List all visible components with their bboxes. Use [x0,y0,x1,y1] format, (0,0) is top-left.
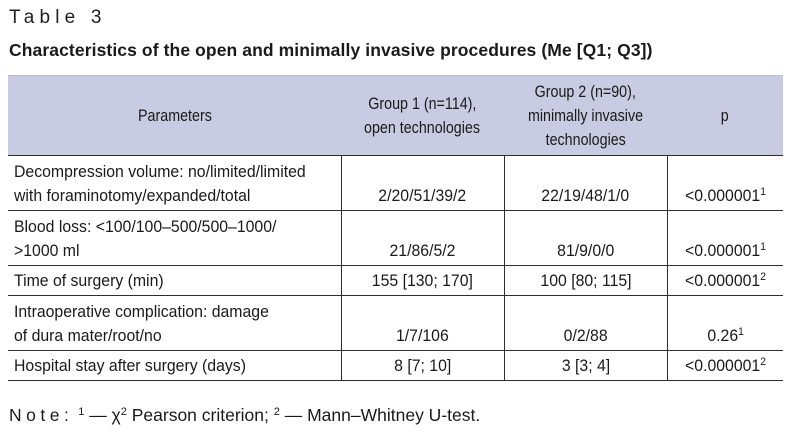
note-footnote-2: 2 [273,406,280,418]
row-parameter-line1: Hospital stay after surgery (days) [14,355,246,375]
note-text-2: Pearson criterion; [126,405,274,425]
row-p-value: <0.0000012 [667,265,783,296]
row-p-value: <0.0000011 [667,155,783,211]
row-group1-value: 8 [7; 10] [341,350,505,381]
row-parameter-line1: Intraoperative complication: damage [14,302,269,321]
procedures-table: Parameters Group 1 (n=114), open technol… [8,75,783,381]
note-chi-exponent: 2 [120,406,127,418]
row-parameter: Hospital stay after surgery (days) [8,350,342,381]
table-row: Time of surgery (min) 155 [130; 170] 100… [8,265,783,296]
row-parameter-line1: Decompression volume: no/limited/limited [14,162,306,181]
row-p-value: <0.0000011 [667,210,783,266]
table-header-row: Parameters Group 1 (n=114), open technol… [8,75,783,156]
header-group1-line1: Group 1 (n=114), [368,93,477,113]
row-parameter-line1: Blood loss: <100/100–500/500–1000/ [14,217,277,236]
table-row: Hospital stay after surgery (days) 8 [7;… [8,350,783,381]
footnote-ref: 1 [737,326,744,338]
row-group1-value: 1/7/106 [341,295,505,351]
footnote-ref: 1 [759,241,766,253]
table-caption: Characteristics of the open and minimall… [9,40,653,60]
row-group2-value: 81/9/0/0 [504,210,668,266]
header-parameters-label: Parameters [137,105,212,125]
row-group2-value: 0/2/88 [504,295,668,351]
row-parameter-line2: with foraminotomy/expanded/total [14,186,251,205]
table-row: Intraoperative complication: damage of d… [8,295,783,351]
note-text-1: — χ [84,405,121,425]
row-parameter-line2: >1000 ml [14,241,80,260]
row-group2-value: 3 [3; 4] [504,350,668,381]
row-group1-value: 155 [130; 170] [341,265,505,296]
row-parameter: Time of surgery (min) [8,265,342,296]
footnote-ref: 2 [759,270,766,283]
footnote-ref: 1 [759,186,766,198]
row-parameter: Decompression volume: no/limited/limited… [8,155,342,211]
header-p: p [667,75,783,156]
table-row: Blood loss: <100/100–500/500–1000/ >1000… [8,210,783,266]
row-p-value: 0.261 [667,295,783,351]
row-group2-value: 100 [80; 115] [504,265,668,296]
note-text-3: — Mann–Whitney U-test. [279,405,481,425]
header-group1: Group 1 (n=114), open technologies [341,75,504,156]
footnote-ref: 2 [759,355,766,368]
header-group1-line2: open technologies [364,117,481,137]
row-parameter: Blood loss: <100/100–500/500–1000/ >1000… [8,210,342,266]
row-group1-value: 21/86/5/2 [341,210,505,266]
note-footnote-1: 1 [78,406,85,418]
row-parameter-line2: of dura mater/root/no [14,326,162,345]
row-group1-value: 2/20/51/39/2 [341,155,505,211]
row-group2-value: 22/19/48/1/0 [504,155,668,211]
table-row: Decompression volume: no/limited/limited… [8,155,783,211]
header-parameters: Parameters [8,75,341,156]
row-parameter: Intraoperative complication: damage of d… [8,295,342,351]
header-group2: Group 2 (n=90), minimally invasive techn… [504,75,667,156]
header-group2-line2: minimally invasive [527,105,644,125]
header-group2-line3: technologies [545,129,626,149]
note-label: Note: [9,405,74,425]
row-p-value: <0.0000012 [667,350,783,381]
row-parameter-line1: Time of surgery (min) [14,270,164,290]
header-p-label: p [721,105,729,125]
table-label: Table 3 [9,7,107,28]
header-group2-line1: Group 2 (n=90), [534,81,637,101]
table-note: Note: 1 — χ2 Pearson criterion; 2 — Mann… [9,405,480,426]
